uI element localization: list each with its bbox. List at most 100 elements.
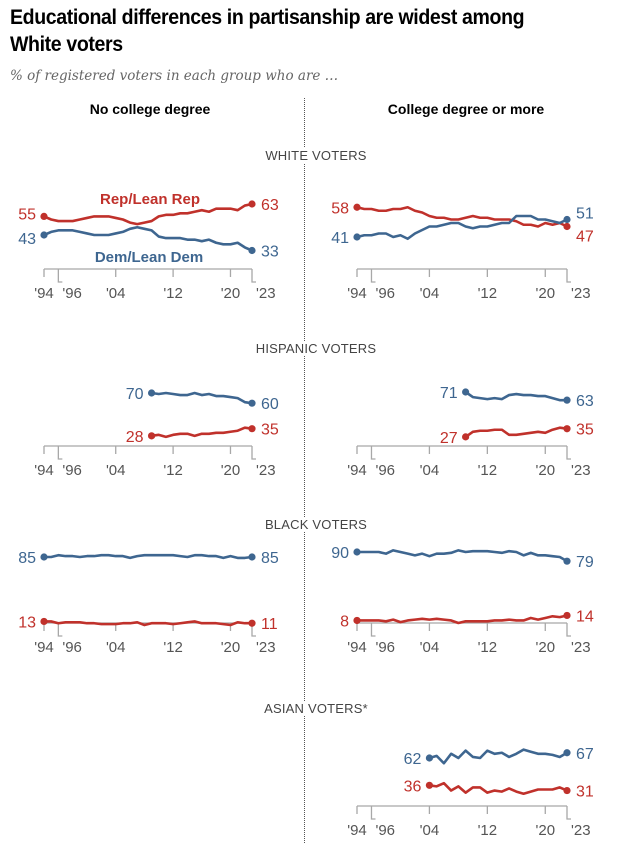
series-end-point <box>563 749 571 757</box>
x-tick-label: '94 <box>347 822 367 839</box>
series-end-label: 67 <box>576 746 594 763</box>
series-end-label: 11 <box>261 616 278 633</box>
column-header-college: College degree or more <box>387 101 545 117</box>
x-tick-label: '96 <box>62 285 82 302</box>
series-end-label: 47 <box>576 229 594 246</box>
series-start-point <box>40 553 48 561</box>
series-start-point <box>353 203 361 211</box>
x-tick-label: '96 <box>375 462 395 479</box>
series-start-label: 58 <box>331 200 349 217</box>
dem-series-line <box>355 549 569 563</box>
series-end-point <box>563 215 571 224</box>
series-start-point <box>147 389 156 397</box>
x-tick-label: '04 <box>106 285 126 302</box>
series-end-point <box>563 222 571 231</box>
x-tick-mark <box>566 806 571 820</box>
series-start-point <box>353 233 361 241</box>
x-tick-mark <box>57 623 63 637</box>
series-end-label: 60 <box>261 396 279 413</box>
group-label-asian: ASIAN VOTERS* <box>166 701 466 716</box>
series-start-label: 41 <box>331 230 349 247</box>
series-end-point <box>248 425 256 433</box>
rep-series-line <box>464 426 569 439</box>
series-end-label: 63 <box>576 393 594 410</box>
x-tick-label: '23 <box>256 639 276 656</box>
x-tick-label: '94 <box>34 285 54 302</box>
series-start-point <box>353 548 361 556</box>
series-start-label: 55 <box>18 206 36 223</box>
series-start-label: 27 <box>440 430 458 447</box>
x-tick-mark <box>57 269 63 283</box>
group-label-white: WHITE VOTERS <box>166 148 466 163</box>
x-tick-label: '12 <box>163 462 183 479</box>
series-end-point <box>563 786 571 795</box>
x-tick-label: '20 <box>221 639 241 656</box>
x-tick-mark <box>251 269 256 283</box>
x-tick-label: '20 <box>221 462 241 479</box>
dem-series-line <box>42 553 254 560</box>
series-end-point <box>563 425 571 433</box>
series-start-label: 8 <box>340 613 349 630</box>
x-tick-mark <box>566 623 571 637</box>
x-tick-label: '12 <box>478 822 498 839</box>
series-end-point <box>563 611 571 620</box>
rep-series-line <box>150 426 254 439</box>
x-tick-mark <box>370 806 376 820</box>
series-start-point <box>40 212 48 220</box>
legend-rep-label: Rep/Lean Rep <box>100 191 200 208</box>
dem-series-line <box>42 225 254 252</box>
rep-series-line <box>42 202 254 226</box>
rep-series-line <box>355 205 569 228</box>
x-tick-mark <box>370 269 376 283</box>
series-end-label: 31 <box>576 784 594 801</box>
series-end-label: 79 <box>576 554 594 571</box>
x-tick-label: '12 <box>478 285 498 302</box>
series-end-label: 35 <box>576 422 594 439</box>
x-tick-mark <box>566 269 571 283</box>
series-start-point <box>40 617 48 626</box>
series-end-point <box>248 619 256 627</box>
x-tick-label: '12 <box>163 285 183 302</box>
series-start-point <box>147 432 156 440</box>
x-tick-label: '94 <box>347 639 367 656</box>
series-end-point <box>248 399 256 407</box>
series-start-point <box>353 616 361 625</box>
x-tick-label: '23 <box>571 639 591 656</box>
x-tick-label: '23 <box>571 285 591 302</box>
series-start-point <box>40 231 48 239</box>
series-start-label: 43 <box>18 231 36 248</box>
x-tick-label: '20 <box>535 462 555 479</box>
chart-title: Educational differences in partisanship … <box>10 6 525 56</box>
x-tick-label: '04 <box>420 462 440 479</box>
x-tick-label: '23 <box>571 462 591 479</box>
x-tick-mark <box>57 446 63 460</box>
column-divider <box>304 98 305 843</box>
series-end-point <box>248 200 256 208</box>
x-tick-label: '94 <box>347 285 367 302</box>
series-end-label: 33 <box>261 244 279 261</box>
series-start-label: 85 <box>18 550 36 567</box>
series-start-label: 70 <box>126 386 144 403</box>
x-tick-label: '96 <box>62 639 82 656</box>
x-tick-label: '04 <box>420 639 440 656</box>
x-tick-label: '04 <box>106 462 126 479</box>
group-label-hispanic: HISPANIC VOTERS <box>166 341 466 356</box>
x-tick-label: '23 <box>256 462 276 479</box>
series-start-label: 13 <box>18 614 36 631</box>
series-start-label: 90 <box>331 545 349 562</box>
x-tick-label: '20 <box>535 285 555 302</box>
series-end-label: 85 <box>261 550 279 567</box>
series-end-point <box>248 553 256 561</box>
series-start-point <box>462 433 470 441</box>
x-tick-label: '94 <box>34 639 54 656</box>
dem-series-line <box>150 391 254 405</box>
series-end-label: 51 <box>576 206 594 223</box>
x-tick-label: '20 <box>221 285 241 302</box>
series-end-label: 35 <box>261 422 279 439</box>
x-tick-label: '12 <box>478 639 498 656</box>
x-tick-label: '96 <box>375 285 395 302</box>
x-tick-label: '12 <box>478 462 498 479</box>
legend-dem-label: Dem/Lean Dem <box>95 249 203 266</box>
x-tick-mark <box>251 623 256 637</box>
series-start-point <box>462 388 470 396</box>
